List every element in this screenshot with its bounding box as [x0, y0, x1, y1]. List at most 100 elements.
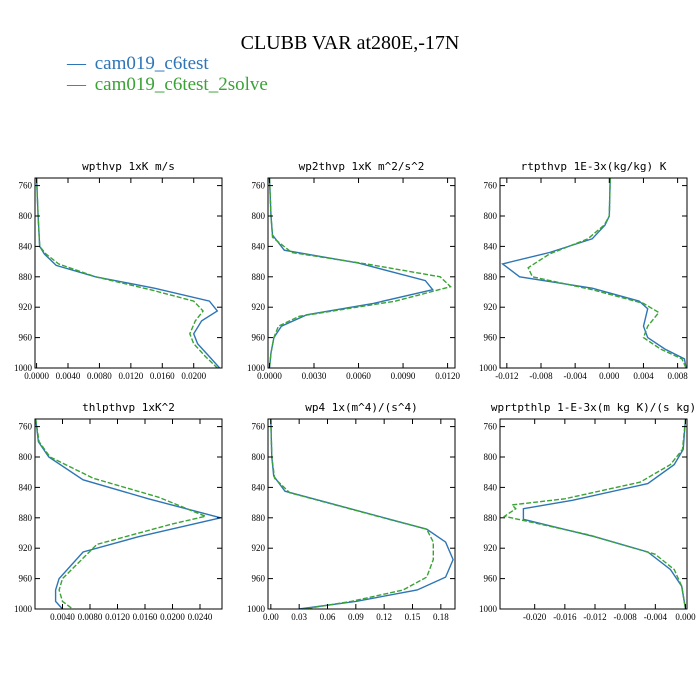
- y-tick-label: 840: [484, 482, 498, 492]
- x-tick-label: -0.008: [529, 371, 553, 381]
- x-tick-label: 0.0090: [391, 371, 416, 381]
- y-tick-label: 920: [19, 302, 33, 312]
- series-group: [35, 419, 221, 609]
- x-tick-label: 0.008: [667, 371, 688, 381]
- y-tick-label: 880: [252, 513, 266, 523]
- plot-frame: [267, 418, 456, 610]
- x-tick-label: 0.03: [291, 612, 307, 622]
- panel-3: rtpthvp 1E-3x(kg/kg) K 760 800 840 880 920 960…: [479, 160, 688, 381]
- series-group: [501, 178, 687, 368]
- panel-title: wp2thvp 1xK m^2/s^2: [299, 160, 425, 173]
- y-tick-label: 1000: [479, 604, 498, 614]
- legend-marker-1: —: [66, 53, 87, 74]
- x-tick-label: 0.004: [633, 371, 654, 381]
- x-tick-label: 0.09: [348, 612, 364, 622]
- series-line-cam019-c6test: [522, 419, 687, 609]
- y-tick-label: 760: [19, 422, 33, 432]
- panel-2: wp2thvp 1xK m^2/s^2 760 800 840 880 920 960 100…: [247, 160, 460, 381]
- y-tick-label: 960: [19, 333, 33, 343]
- legend-marker-2: —: [66, 74, 87, 95]
- x-tick-label: 0.06: [320, 612, 336, 622]
- x-tick-label: 0.0030: [302, 371, 327, 381]
- plot-frame: [34, 177, 223, 369]
- y-tick-label: 880: [484, 513, 498, 523]
- y-tick-label: 840: [252, 482, 266, 492]
- panel-title: wp4 1x(m^4)/(s^4): [305, 401, 418, 414]
- x-tick-label: 0.0060: [346, 371, 371, 381]
- y-tick-label: 960: [252, 574, 266, 584]
- series-line-cam019-c6test: [35, 178, 221, 368]
- y-tick-label: 880: [484, 272, 498, 282]
- y-tick-label: 960: [19, 574, 33, 584]
- panels: wpthvp 1xK m/s76080084088092096010000.00…: [14, 160, 696, 622]
- y-tick-label: 800: [252, 211, 266, 221]
- y-tick-label: 800: [19, 452, 33, 462]
- series-group: [268, 178, 452, 368]
- y-tick-label: 800: [19, 211, 33, 221]
- x-tick-label: 0.0120: [118, 371, 143, 381]
- panel-title: wpthvp 1xK m/s: [82, 160, 175, 173]
- x-tick-label: 0.0200: [181, 371, 206, 381]
- x-tick-label: -0.016: [553, 612, 577, 622]
- plot-frame: [267, 177, 456, 369]
- x-tick-label: 0.0120: [435, 371, 460, 381]
- y-tick-label: 960: [484, 574, 498, 584]
- series-line-cam019-c6test-2solve: [35, 178, 218, 368]
- y-tick-label: 880: [19, 513, 33, 523]
- x-tick-label: 0.12: [376, 612, 392, 622]
- series-line-cam019-c6test-2solve: [502, 419, 687, 609]
- series-line-cam019-c6test-2solve: [35, 419, 208, 609]
- y-tick-label: 880: [252, 272, 266, 282]
- y-tick-label: 920: [19, 543, 33, 553]
- x-tick-label: 0.0080: [78, 612, 103, 622]
- series-group: [35, 178, 221, 368]
- legend-label-2: cam019_c6test_2solve: [95, 74, 268, 95]
- panel-6: wprtpthlp 1-E-3x(m kg K)/(s kg) 760 800 840…: [479, 401, 696, 622]
- y-tick-label: 1000: [14, 604, 33, 614]
- series-line-cam019-c6test-2solve: [268, 178, 452, 368]
- panel-5: wp4 1x(m^4)/(s^4)76080084088092096010000…: [247, 401, 456, 622]
- y-tick-label: 760: [252, 181, 266, 191]
- y-tick-label: 960: [484, 333, 498, 343]
- x-tick-label: 0.18: [433, 612, 449, 622]
- series-line-cam019-c6test-2solve: [270, 419, 434, 609]
- y-tick-label: 840: [19, 241, 33, 251]
- y-tick-label: 920: [484, 543, 498, 553]
- x-tick-label: 0.0160: [150, 371, 175, 381]
- y-tick-label: 1000: [14, 363, 33, 373]
- x-tick-label: 0.0000: [24, 371, 49, 381]
- legend-entry-2: — cam019_c6test_2solve: [66, 74, 268, 95]
- x-tick-label: 0.15: [405, 612, 421, 622]
- legend-label-1: cam019_c6test: [95, 53, 210, 74]
- plot-frame: [499, 177, 688, 369]
- legend-entry-1: — cam019_c6test: [66, 53, 209, 74]
- y-tick-label: 800: [484, 452, 498, 462]
- x-tick-label: 0.0160: [133, 612, 158, 622]
- series-line-cam019-c6test-2solve: [527, 178, 687, 368]
- y-tick-label: 800: [484, 211, 498, 221]
- y-tick-label: 840: [252, 241, 266, 251]
- y-tick-label: 760: [19, 181, 33, 191]
- x-tick-label: -0.012: [495, 371, 518, 381]
- y-tick-label: 760: [484, 422, 498, 432]
- x-tick-label: 0.0080: [87, 371, 112, 381]
- x-tick-label: -0.008: [614, 612, 638, 622]
- panel-title: rtpthvp 1E-3x(kg/kg) K: [521, 160, 667, 173]
- panel-title: thlpthvp 1xK^2: [82, 401, 175, 414]
- x-tick-label: 0.0200: [160, 612, 185, 622]
- plot-frame: [499, 418, 688, 610]
- series-line-cam019-c6test: [270, 419, 454, 609]
- x-tick-label: -0.004: [644, 612, 668, 622]
- y-tick-label: 920: [252, 543, 266, 553]
- y-tick-label: 920: [252, 302, 266, 312]
- y-tick-label: 840: [19, 482, 33, 492]
- panel-4: thlpthvp 1xK^2 760 800 840 880 920 960 1000 0.00…: [14, 401, 223, 622]
- y-tick-label: 920: [484, 302, 498, 312]
- panel-title: wprtpthlp 1-E-3x(m kg K)/(s kg): [491, 401, 696, 414]
- y-tick-label: 1000: [247, 604, 266, 614]
- series-line-cam019-c6test: [268, 178, 434, 368]
- series-group: [502, 419, 687, 609]
- x-tick-label: 0.0040: [50, 612, 75, 622]
- x-tick-label: 0.00: [263, 612, 279, 622]
